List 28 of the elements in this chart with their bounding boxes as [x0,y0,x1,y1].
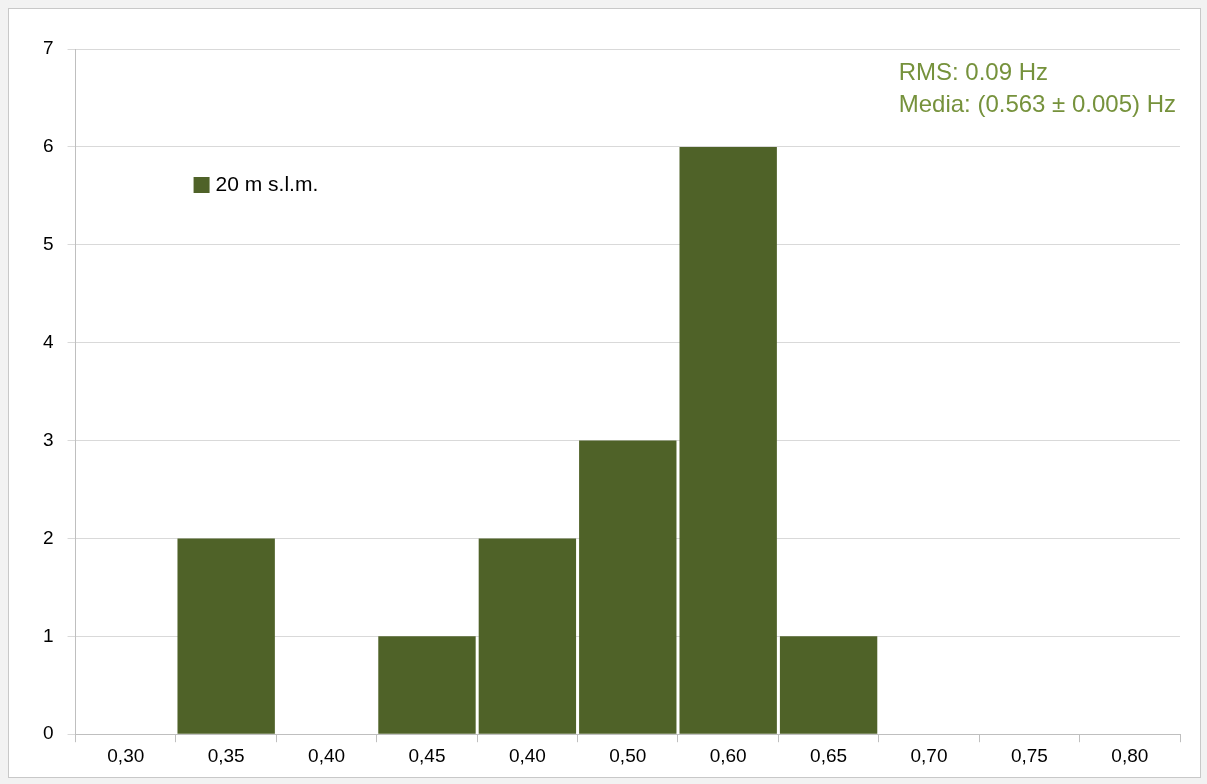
bar [478,538,577,734]
x-tick-label: 0,80 [1111,744,1149,766]
bar [177,538,275,734]
y-tick-label: 7 [42,37,54,59]
legend-label: 20 m s.l.m. [215,171,319,195]
y-tick-label: 6 [42,135,54,157]
y-tick-label: 5 [42,233,54,255]
bar [378,636,476,734]
x-tick-label: 0,45 [408,744,446,766]
y-tick-label: 2 [42,526,54,548]
x-tick-label: 0,75 [1010,744,1048,766]
bar [579,440,677,734]
x-tick-label: 0,60 [709,744,747,766]
bar [779,636,878,734]
x-tick-label: 0,50 [609,744,647,766]
x-tick-label: 0,40 [508,744,546,766]
y-tick-label: 3 [42,428,54,450]
x-tick-label: 0,40 [308,744,346,766]
y-tick-label: 4 [42,330,54,352]
y-tick-label: 0 [42,722,54,744]
x-tick-label: 0,30 [107,744,145,766]
x-tick-label: 0,65 [810,744,848,766]
annotation: RMS: 0.09 Hz [898,57,1049,85]
y-tick-label: 1 [42,624,54,646]
annotation: Media: (0.563 ± 0.005) Hz [898,89,1176,117]
x-tick-label: 0,70 [910,744,948,766]
x-tick-label: 0,35 [207,744,245,766]
bar [679,146,777,734]
